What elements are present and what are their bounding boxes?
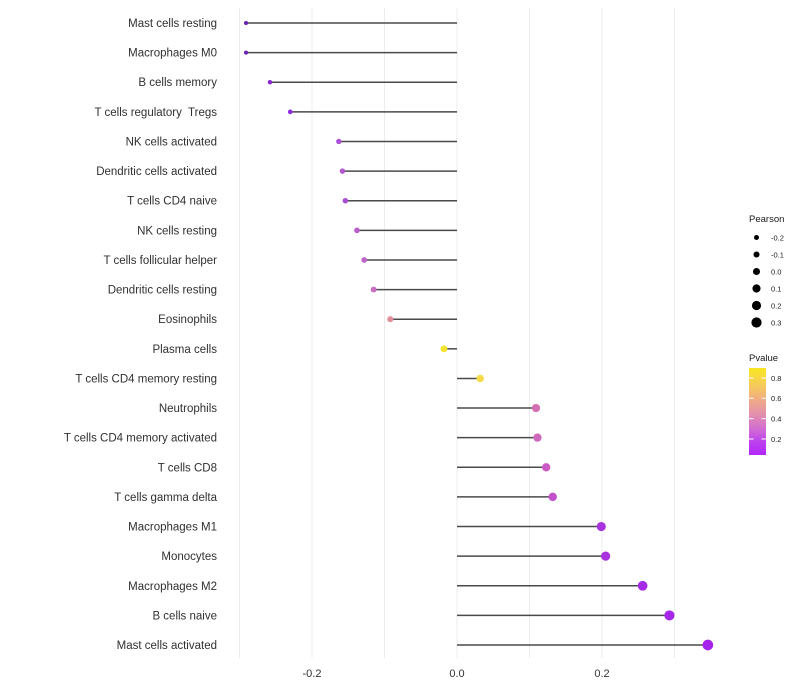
pearson-legend-dot bbox=[753, 234, 760, 241]
lollipop-dot bbox=[336, 138, 342, 145]
lollipop-stems bbox=[246, 22, 708, 646]
lollipop-dot bbox=[601, 551, 611, 561]
category-label: Macrophages M0 bbox=[128, 48, 217, 60]
category-label: Macrophages M1 bbox=[128, 522, 217, 534]
category-label: Monocytes bbox=[161, 551, 217, 563]
pearson-legend-label: 0.1 bbox=[771, 284, 781, 293]
pvalue-colorbar bbox=[749, 368, 766, 455]
pearson-legend-label: -0.1 bbox=[771, 250, 784, 259]
category-label: T cells CD4 memory activated bbox=[64, 433, 217, 445]
lollipop-dot bbox=[361, 257, 368, 263]
lollipop-dot bbox=[637, 580, 648, 591]
category-label: Eosinophils bbox=[158, 314, 217, 326]
lollipop-dot bbox=[267, 80, 273, 85]
category-label: NK cells resting bbox=[137, 225, 217, 237]
x-tick-label: -0.2 bbox=[303, 668, 322, 680]
lollipop-dot bbox=[664, 610, 675, 621]
category-label: Mast cells activated bbox=[117, 640, 217, 652]
lollipop-dot bbox=[342, 197, 349, 204]
pearson-legend-dot bbox=[752, 284, 761, 293]
pearson-legend-label: -0.2 bbox=[771, 233, 784, 242]
lollipop-dot bbox=[243, 20, 249, 26]
category-label: T cells CD4 memory resting bbox=[75, 373, 217, 385]
gridlines bbox=[239, 8, 675, 658]
lollipop-dot bbox=[287, 109, 293, 115]
lollipop-dot bbox=[541, 463, 551, 472]
category-label: T cells CD4 naive bbox=[127, 196, 217, 208]
pvalue-color-legend: Pvalue 0.8 0.6 0.4 0.2 bbox=[749, 353, 781, 455]
lollipop-dot bbox=[370, 286, 377, 293]
category-label: T cells CD8 bbox=[158, 462, 217, 474]
lollipop-dot bbox=[596, 521, 606, 532]
pvalue-legend-label: 0.8 bbox=[771, 374, 781, 383]
pvalue-legend-label: 0.2 bbox=[771, 435, 781, 444]
pearson-legend-label: 0.3 bbox=[771, 318, 781, 327]
category-label: T cells follicular helper bbox=[103, 255, 217, 267]
category-label: Plasma cells bbox=[152, 344, 217, 356]
category-label: NK cells activated bbox=[126, 136, 217, 148]
lollipop-dot bbox=[702, 639, 714, 651]
x-tick-label: 0.2 bbox=[594, 668, 609, 680]
category-label: Macrophages M2 bbox=[128, 581, 217, 593]
lollipop-dot bbox=[440, 345, 448, 353]
x-tick-label: 0.0 bbox=[449, 668, 464, 680]
pvalue-legend-label: 0.4 bbox=[771, 414, 781, 423]
x-axis-tick-labels: -0.2 0.0 0.2 bbox=[303, 668, 610, 680]
pearson-legend-dot bbox=[751, 300, 762, 311]
lollipop-dot bbox=[387, 316, 394, 323]
pearson-legend-label: 0.2 bbox=[771, 301, 781, 310]
lollipop-dot bbox=[531, 403, 541, 413]
pvalue-legend-title: Pvalue bbox=[749, 353, 778, 364]
category-label: Neutrophils bbox=[159, 403, 217, 415]
lollipop-dot bbox=[476, 374, 484, 383]
category-label: B cells naive bbox=[152, 610, 217, 622]
pearson-legend-dot bbox=[751, 317, 762, 328]
lollipop-dot bbox=[533, 433, 542, 442]
pvalue-legend-label: 0.6 bbox=[771, 394, 781, 403]
lollipop-dot bbox=[548, 492, 557, 502]
pearson-legend-title: Pearson bbox=[749, 214, 784, 225]
pearson-size-legend: Pearson -0.2 -0.1 0.0 0.1 0.2 0.3 bbox=[749, 214, 784, 328]
category-label: Dendritic cells activated bbox=[96, 166, 217, 178]
category-label: B cells memory bbox=[138, 77, 217, 89]
category-labels: Mast cells resting Macrophages M0 B cells … bbox=[64, 18, 218, 652]
lollipop-dot bbox=[243, 50, 249, 55]
category-label: Mast cells resting bbox=[128, 18, 217, 30]
pearson-legend-dot bbox=[753, 251, 760, 258]
pearson-legend-label: 0.0 bbox=[771, 267, 781, 276]
category-label: T cells regulatory Tregs bbox=[94, 107, 217, 119]
lollipop-dots bbox=[243, 20, 714, 651]
pearson-legend-dot bbox=[752, 267, 761, 276]
category-label: T cells gamma delta bbox=[114, 492, 217, 504]
lollipop-dot bbox=[354, 227, 360, 234]
category-label: Dendritic cells resting bbox=[108, 285, 217, 297]
lollipop-dot bbox=[339, 168, 346, 174]
